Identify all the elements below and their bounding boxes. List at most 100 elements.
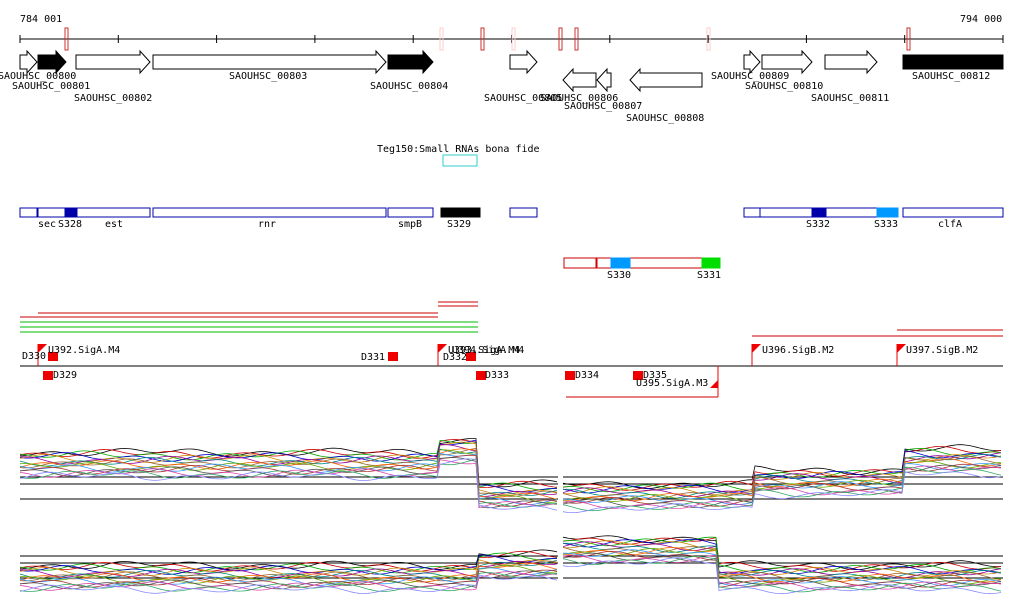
gene-label: SAOUHSC_00802 (74, 93, 152, 104)
gene-arrow (743, 49, 761, 75)
gene-arrow (596, 67, 612, 93)
expression-line (19, 458, 1002, 512)
feature-box (743, 207, 761, 218)
promoter-label: U397.SigB.M2 (906, 345, 978, 356)
promoter-label: U392.SigA.M4 (48, 345, 120, 356)
promoter-box (466, 352, 476, 361)
feature-box (440, 207, 481, 218)
promoter-box (388, 352, 398, 361)
promoter-label: U396.SigB.M2 (762, 345, 834, 356)
promoter-box (48, 352, 58, 361)
expression-line (19, 557, 1002, 595)
gene-label: SAOUHSC_00810 (745, 81, 823, 92)
gene-arrow (824, 49, 878, 75)
gene-arrow (761, 49, 813, 75)
promoter-label: D332 (443, 352, 467, 363)
gene-arrow (152, 49, 387, 75)
feature-label: sec (38, 219, 56, 230)
feature-box (37, 207, 151, 218)
feature-label: rnr (258, 219, 276, 230)
gene-arrow (902, 54, 1004, 70)
feature-box (387, 207, 434, 218)
gene-label: SAOUHSC_00806 (540, 93, 618, 104)
promoter-flag (38, 344, 47, 353)
gene-arrow (562, 67, 597, 93)
peak (439, 27, 444, 51)
promoter-label: D329 (53, 370, 77, 381)
peak (706, 27, 711, 51)
feature-label: est (105, 219, 123, 230)
promoter-label: D331 (361, 352, 385, 363)
expression-line (19, 439, 1002, 494)
feature-label: S330 (607, 270, 631, 281)
feature-box (19, 207, 38, 218)
expression-line (19, 459, 1002, 509)
gene-label: SAOUHSC_00801 (12, 81, 90, 92)
expression-line (19, 536, 1002, 574)
gene-label: SAOUHSC_00811 (811, 93, 889, 104)
promoter-label: D335 (643, 370, 667, 381)
feature-box (876, 207, 899, 218)
expression-line (19, 449, 1002, 504)
promoter-label: U394.SigA.M4 (452, 345, 524, 356)
promoter-box (633, 371, 643, 380)
gene-label: SAOUHSC_00812 (912, 71, 990, 82)
gene-arrow (75, 49, 151, 75)
feature-label: S328 (58, 219, 82, 230)
promoter-label: D333 (485, 370, 509, 381)
expression-line (19, 554, 1002, 591)
gene-label: SAOUHSC_00809 (711, 71, 789, 82)
feature-label: clfA (938, 219, 962, 230)
feature-label: S329 (447, 219, 471, 230)
peak (574, 27, 579, 51)
expression-line (19, 441, 1002, 495)
gene-arrow (19, 49, 38, 75)
promoter-flag (897, 344, 906, 353)
teg-box (442, 154, 478, 167)
gene-label: SAOUHSC_00808 (626, 113, 704, 124)
feature-label: S332 (806, 219, 830, 230)
peak (906, 27, 911, 51)
peak (480, 27, 485, 51)
promoter-box (565, 371, 575, 380)
gene-label: SAOUHSC_00804 (370, 81, 448, 92)
feature-label: smpB (398, 219, 422, 230)
gene-arrow (629, 67, 703, 93)
feature-box (610, 257, 631, 269)
expression-line (19, 548, 1002, 585)
feature-box (701, 257, 721, 269)
gene-label: SAOUHSC_00807 (564, 101, 642, 112)
promoter-flag (752, 344, 761, 353)
ruler-start: 784 001 (20, 14, 62, 25)
expression-line (19, 538, 1002, 575)
feature-box (509, 207, 538, 218)
feature-label: S331 (697, 270, 721, 281)
expression-line (19, 540, 1002, 577)
promoter-label: U393.SigA.M4 (448, 345, 520, 356)
peak (558, 27, 563, 51)
promoter-label: D330 (22, 351, 46, 362)
feature-box (902, 207, 1004, 218)
expression-line (19, 542, 1002, 580)
promoter-flag (710, 380, 718, 388)
feature-box (64, 207, 78, 218)
feature-label: S333 (874, 219, 898, 230)
track-label: Teg150:Small RNAs bona fide (377, 144, 540, 155)
expression-line (19, 457, 1002, 509)
promoter-flag (438, 344, 447, 353)
promoter-label: U395.SigA.M3 (636, 378, 708, 389)
gene-label: SAOUHSC_00800 (0, 71, 76, 82)
peak (511, 27, 516, 51)
promoter-box (476, 371, 486, 380)
gene-arrow (509, 49, 538, 75)
ruler-end: 794 000 (960, 14, 1002, 25)
expression-line (19, 448, 1002, 499)
gene-label: SAOUHSC_00803 (229, 71, 307, 82)
feature-box (152, 207, 387, 218)
feature-box (811, 207, 827, 218)
peak (64, 27, 69, 51)
expression-line (19, 458, 1002, 513)
promoter-label: D334 (575, 370, 599, 381)
feature-box (563, 257, 597, 269)
gene-arrow (387, 49, 434, 75)
